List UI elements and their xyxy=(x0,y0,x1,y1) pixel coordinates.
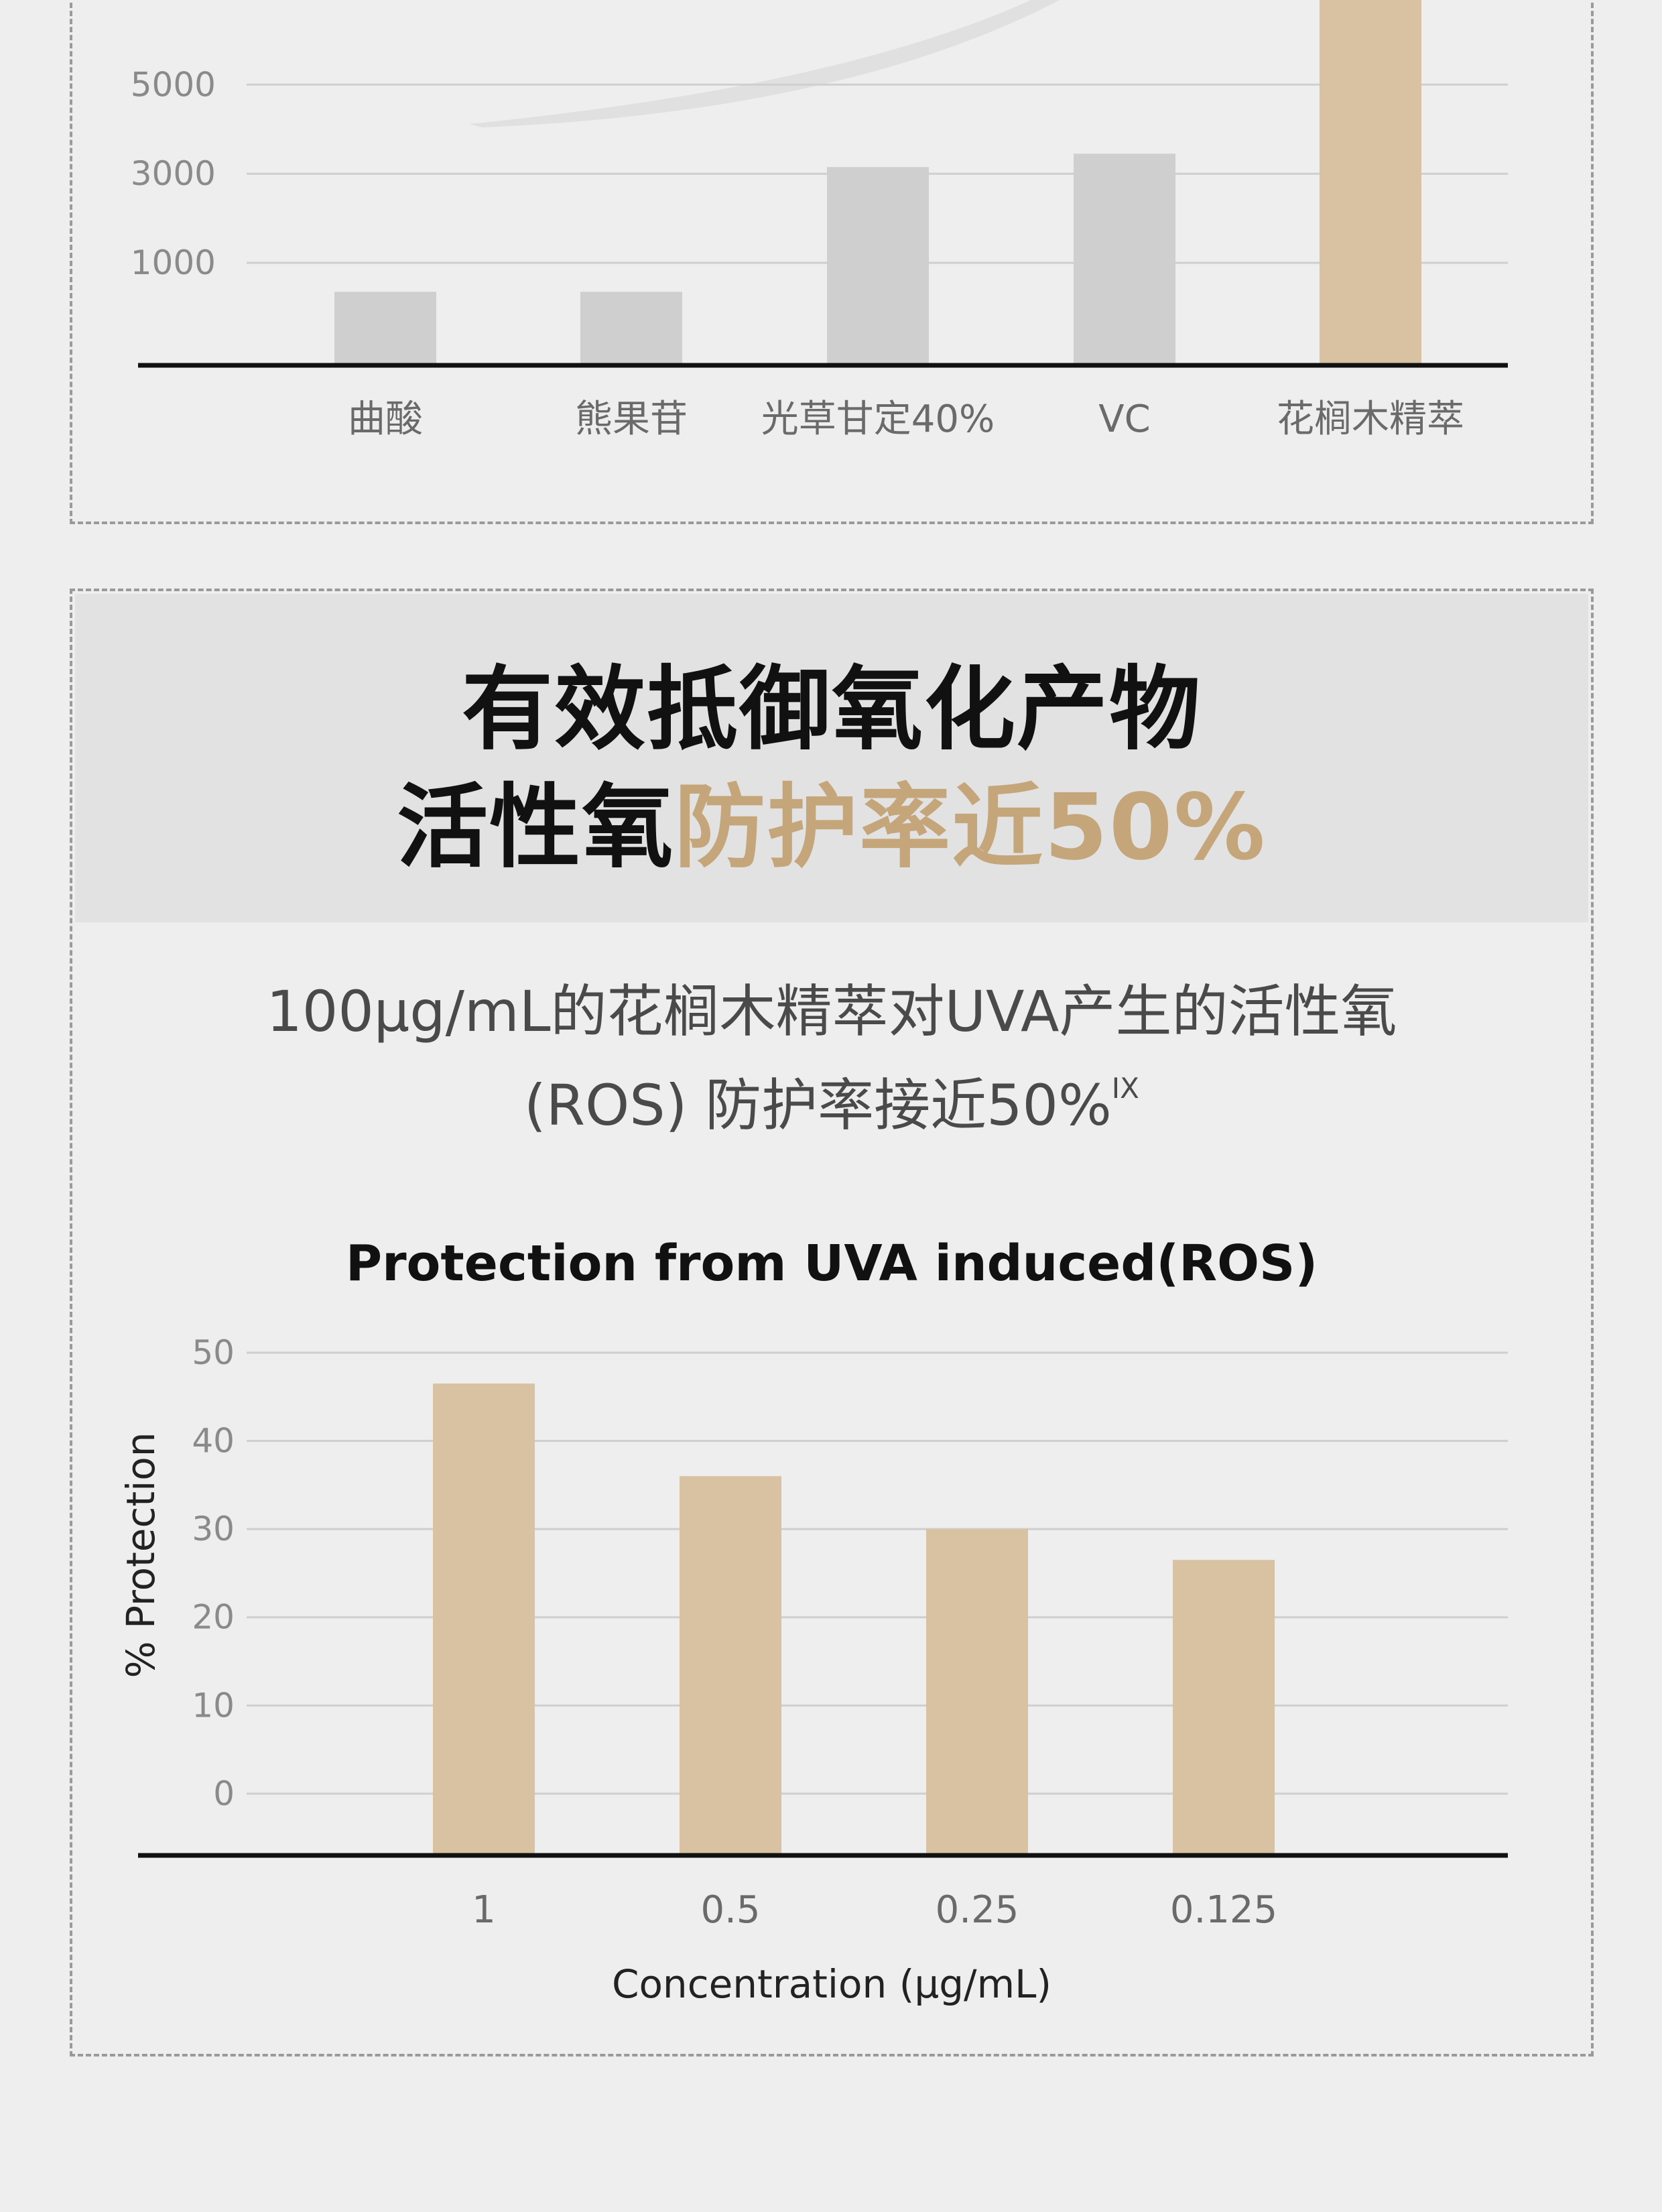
bottom-section-panel: 有效抵御氧化产物 活性氧防护率近50% 100μg/mL的花榈木精萃对UVA产生… xyxy=(70,589,1594,2056)
x-tick-label: 1 xyxy=(472,1888,496,1932)
top-bar-chart: 1000 3000 5000 曲酸 熊果苷 光草甘定40% VC 花榈木精萃 xyxy=(131,0,1508,441)
bar xyxy=(680,1476,781,1855)
x-tick-label: 曲酸 xyxy=(348,397,423,441)
y-tick-label: 10 xyxy=(192,1686,235,1725)
bar xyxy=(580,292,682,365)
x-tick-label: 光草甘定40% xyxy=(761,397,995,441)
bar xyxy=(334,292,436,365)
bar xyxy=(827,167,929,366)
y-tick-label: 40 xyxy=(192,1422,235,1461)
y-tick-label: 0 xyxy=(213,1774,235,1813)
x-axis-label: Concentration (μg/mL) xyxy=(612,1961,1051,2007)
x-tick-label: 0.125 xyxy=(1170,1888,1277,1932)
footnote-marker: IX xyxy=(1111,1072,1139,1105)
y-tick-label: 1000 xyxy=(131,243,216,282)
y-tick-label: 50 xyxy=(192,1333,235,1372)
bar xyxy=(926,1529,1028,1855)
headline-highlight-text: 防护率近50% xyxy=(674,775,1267,881)
x-tick-label: 0.5 xyxy=(700,1888,760,1932)
top-chart-panel xyxy=(70,0,1594,524)
description-line-1: 100μg/mL的花榈木精萃对UVA产生的活性氧 xyxy=(266,979,1397,1044)
headline-line-2: 活性氧防护率近50% xyxy=(75,753,1588,885)
bar xyxy=(1320,0,1421,366)
headline-band: 有效抵御氧化产物 活性氧防护率近50% xyxy=(75,594,1588,922)
description-text: (ROS) 防护率接近50% xyxy=(524,1072,1112,1138)
headline-plain-text: 活性氧 xyxy=(397,775,675,881)
x-tick-label: VC xyxy=(1098,397,1150,441)
y-tick-label: 30 xyxy=(192,1510,235,1548)
x-tick-label: 花榈木精萃 xyxy=(1277,397,1464,441)
y-tick-label: 5000 xyxy=(131,65,216,104)
bar xyxy=(1074,153,1175,366)
bar xyxy=(433,1384,535,1855)
description-line-2: (ROS) 防护率接近50%IX xyxy=(72,1060,1591,1142)
headline-line-1: 有效抵御氧化产物 xyxy=(462,657,1202,763)
x-tick-label: 熊果苷 xyxy=(575,397,688,441)
chart-title: Protection from UVA induced(ROS) xyxy=(345,1235,1318,1292)
bar xyxy=(1173,1560,1275,1855)
y-axis-label: % Protection xyxy=(118,1432,164,1678)
x-tick-label: 0.25 xyxy=(936,1888,1019,1932)
y-tick-label: 20 xyxy=(192,1598,235,1637)
y-tick-label: 3000 xyxy=(131,154,216,193)
